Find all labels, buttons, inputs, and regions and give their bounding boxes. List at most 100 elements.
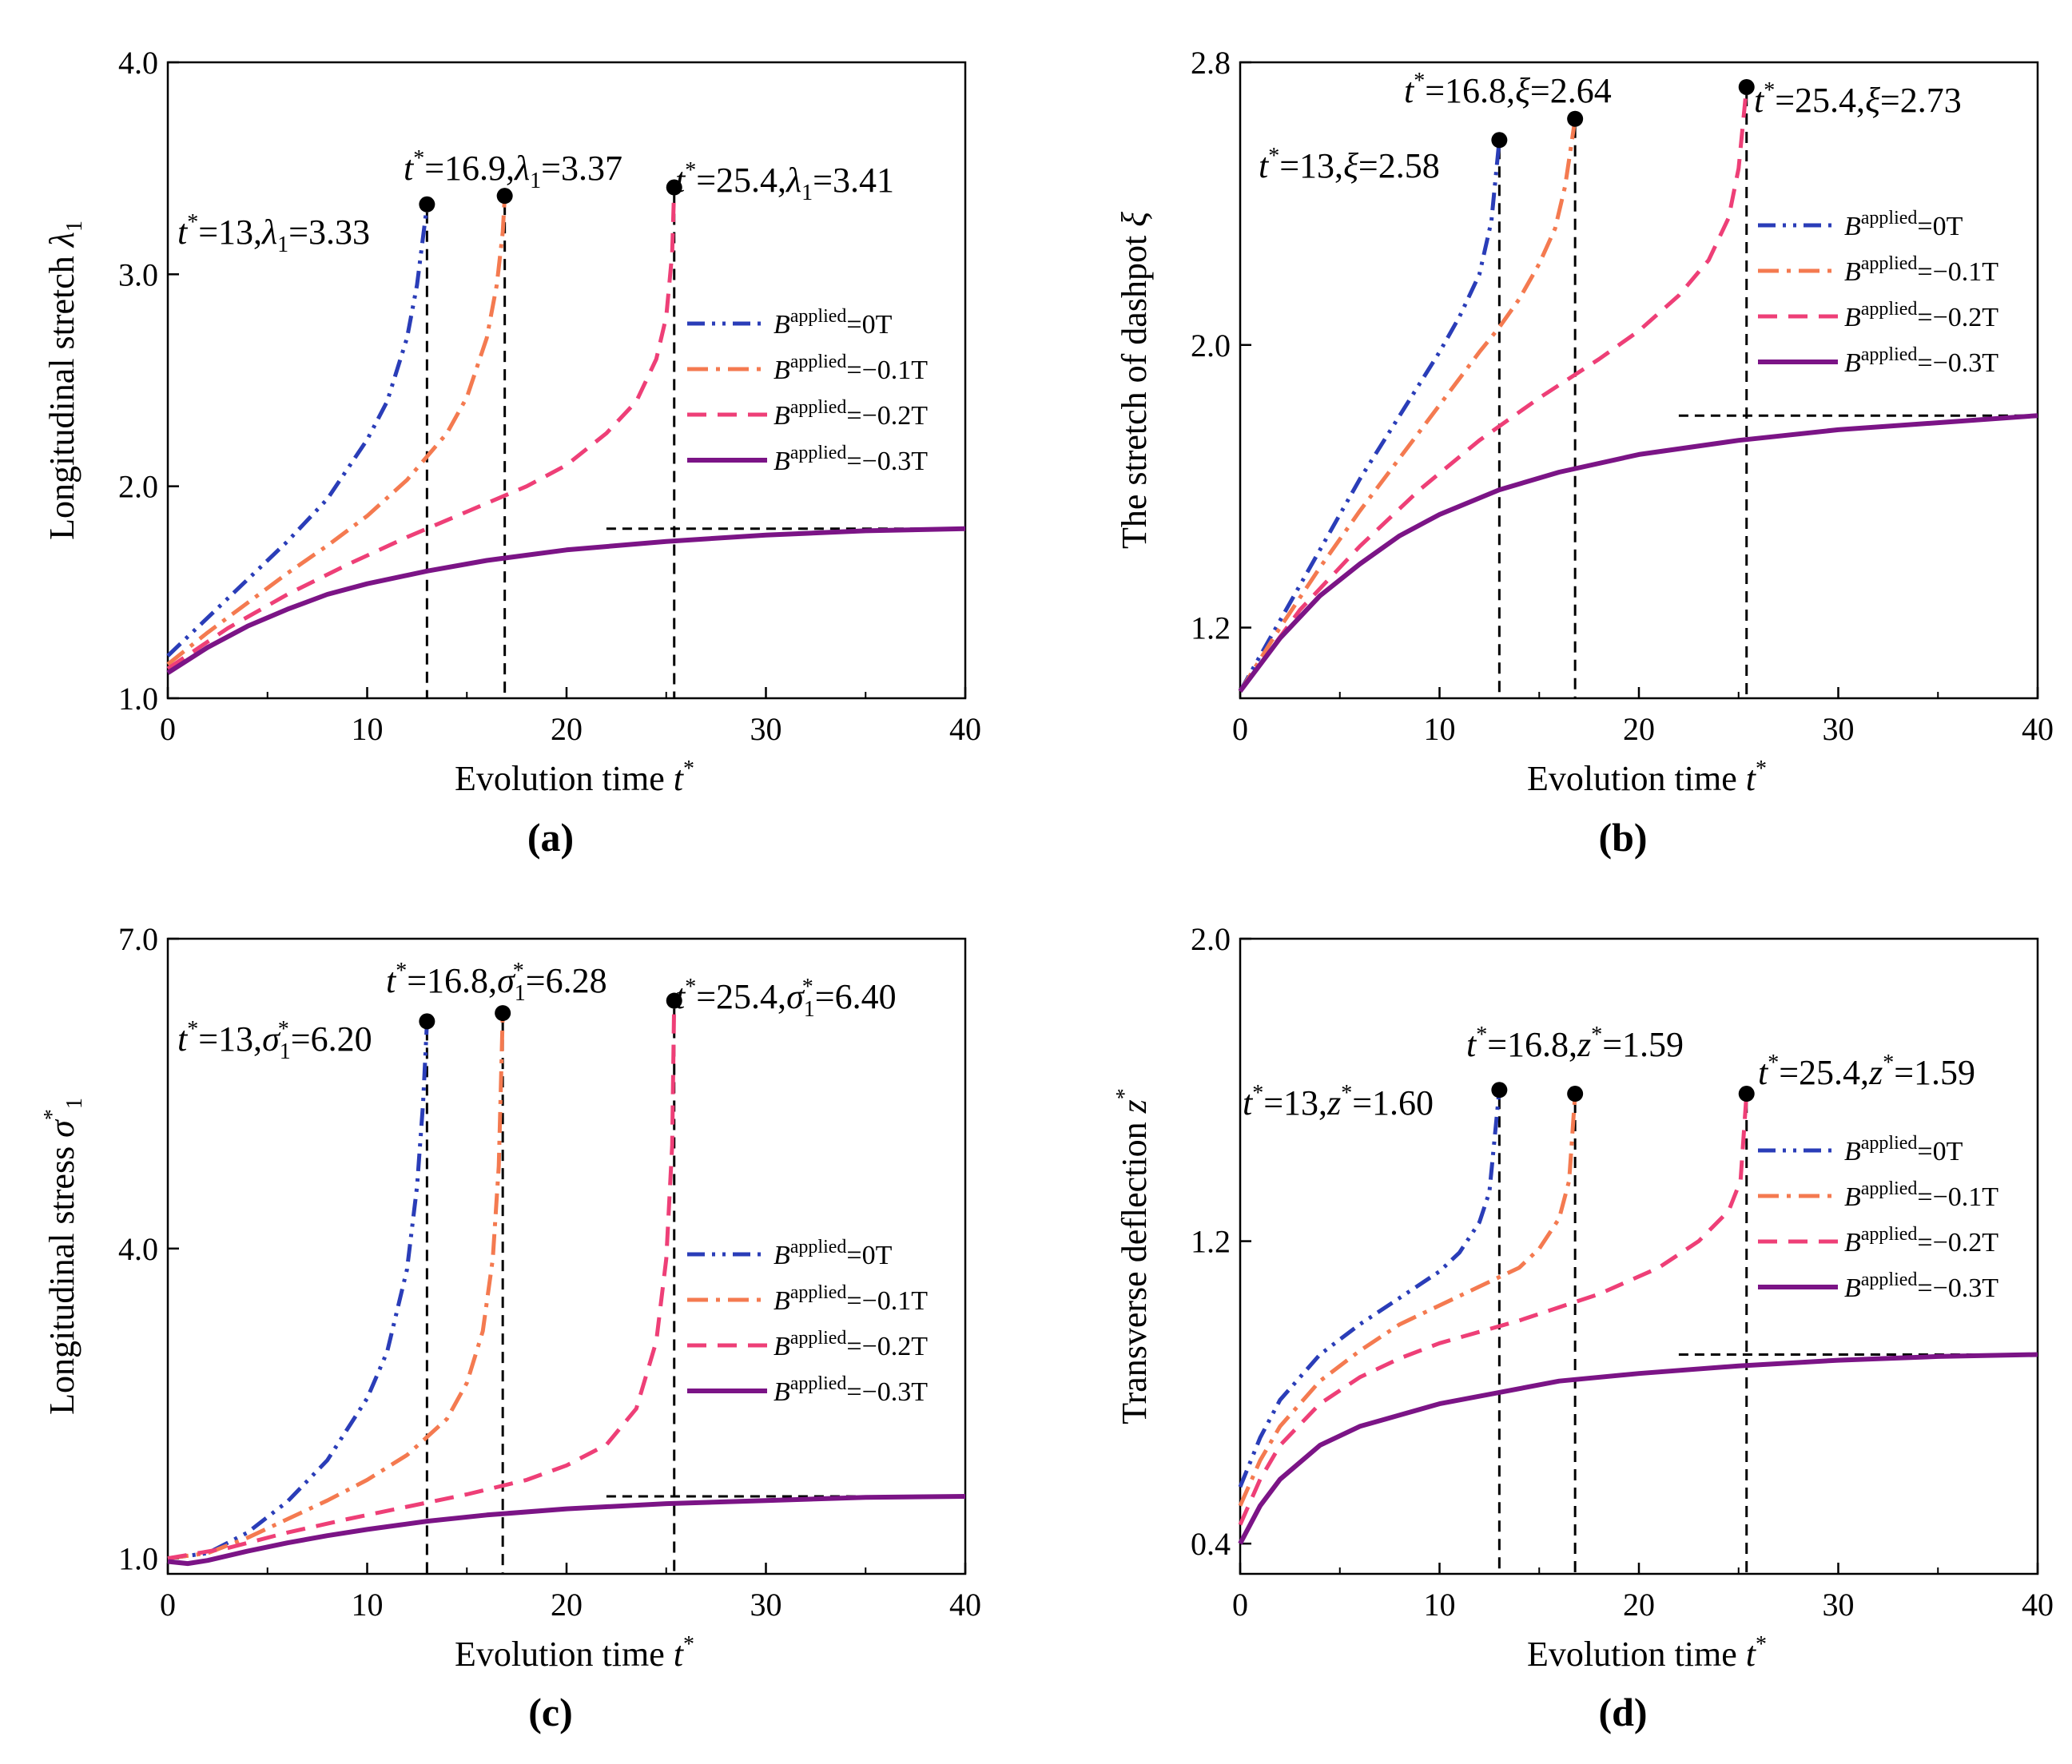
series-line-minus-0.3T — [1238, 1352, 2038, 1545]
y-tick-label: 2.0 — [1191, 921, 1231, 957]
series-line-0T — [167, 1021, 429, 1561]
legend-entry: Bapplied=−0.3T — [774, 443, 928, 476]
x-tick-label: 30 — [750, 1587, 782, 1623]
y-tick-label: 2.0 — [1191, 328, 1231, 364]
failure-point-marker — [1491, 132, 1508, 149]
legend-entry: Bapplied=0T — [774, 1237, 893, 1270]
failure-point-marker — [666, 992, 682, 1009]
x-axis-label: Evolution time t* — [1527, 1632, 1767, 1674]
y-tick-label: 4.0 — [118, 1231, 158, 1267]
series-line-minus-0.2T — [167, 1000, 677, 1561]
failure-point-annotation: t*=25.4,λ1=3.41 — [675, 158, 894, 205]
panel-label: (a) — [527, 815, 574, 860]
legend-entry: Bapplied=−0.1T — [774, 1282, 928, 1316]
x-tick-label: 20 — [551, 711, 583, 747]
series-line-minus-0.1T — [1238, 1093, 1577, 1507]
failure-point-annotation: t*=13,λ1=3.33 — [177, 210, 370, 257]
failure-point-marker — [496, 188, 513, 205]
x-axis-label: Evolution time t* — [455, 757, 694, 798]
y-tick-label: 7.0 — [118, 921, 158, 957]
x-tick-label: 0 — [1232, 711, 1248, 747]
legend-entry: Bapplied=−0.2T — [1844, 299, 1998, 332]
series-line-minus-0.2T — [1238, 1093, 1749, 1526]
x-axis-label: Evolution time t* — [1527, 757, 1767, 798]
x-tick-label: 10 — [352, 1587, 384, 1623]
series-line-minus-0.1T — [167, 1013, 505, 1561]
x-tick-label: 40 — [2022, 711, 2054, 747]
y-tick-label: 2.0 — [118, 469, 158, 505]
panel-b: 0 10 20 30 40 1.2 2.0 2.8 Evolution time t* The s… — [1115, 45, 2054, 860]
panel-d: 0 10 20 30 40 0.4 1.2 2.0 Evolution time t* Trans… — [1112, 921, 2054, 1734]
failure-point-marker — [419, 196, 435, 213]
x-tick-label: 30 — [1823, 1587, 1855, 1623]
failure-point-annotation: t*=16.9,λ1=3.37 — [404, 146, 622, 193]
series-line-minus-0.2T — [1238, 86, 1749, 693]
legend-entry: Bapplied=−0.3T — [774, 1373, 928, 1407]
series-line-minus-0.2T — [166, 187, 677, 670]
legend-entry: Bapplied=−0.3T — [1844, 344, 1998, 378]
series-line-minus-0.1T — [1238, 118, 1577, 693]
y-tick-label: 2.8 — [1191, 45, 1231, 81]
panel-label: (c) — [528, 1690, 573, 1734]
y-tick-label: 3.0 — [118, 256, 158, 292]
y-tick-label: 1.2 — [1191, 1224, 1231, 1260]
failure-point-marker — [1738, 78, 1755, 95]
x-tick-label: 40 — [2022, 1587, 2054, 1623]
x-tick-label: 0 — [160, 1587, 176, 1623]
failure-point-annotation: t*=16.8,σ* 1=6.28 — [386, 959, 607, 1006]
series-line-minus-0.3T — [166, 526, 966, 675]
x-axis-label: Evolution time t* — [455, 1632, 694, 1674]
series-line-0T — [1238, 140, 1501, 693]
series-line-0T — [1238, 1090, 1501, 1488]
failure-point-annotation: t*=13,ξ=2.58 — [1259, 144, 1440, 185]
x-tick-label: 40 — [949, 1587, 981, 1623]
legend-entry: Bapplied=−0.2T — [774, 397, 928, 431]
panel-c: 0 10 20 30 40 1.0 4.0 7.0 Evolution time t* Longi… — [40, 921, 981, 1734]
legend-entry: Bapplied=−0.2T — [1844, 1224, 1998, 1257]
failure-point-annotation: t*=13,z*=1.60 — [1243, 1081, 1434, 1122]
y-tick-label: 1.2 — [1191, 610, 1231, 646]
legend-entry: Bapplied=−0.3T — [1844, 1269, 1998, 1303]
x-tick-label: 30 — [750, 711, 782, 747]
failure-point-marker — [495, 1005, 511, 1022]
panel-label: (d) — [1598, 1690, 1647, 1734]
legend-entry: Bapplied=0T — [774, 306, 893, 340]
panel-label: (b) — [1598, 815, 1647, 860]
failure-point-marker — [1567, 110, 1584, 127]
x-tick-label: 20 — [1623, 711, 1655, 747]
y-axis-label: Longitudinal stretch λ1 — [42, 220, 87, 540]
legend-entry: Bapplied=−0.2T — [774, 1328, 928, 1361]
failure-point-marker — [1738, 1086, 1755, 1102]
y-tick-label: 1.0 — [118, 1541, 158, 1577]
legend-entry: Bapplied=−0.1T — [1844, 1178, 1998, 1212]
failure-point-annotation: t*=25.4,σ* 1=6.40 — [675, 975, 897, 1022]
x-tick-label: 10 — [1424, 1587, 1456, 1623]
legend-entry: Bapplied=−0.1T — [1844, 253, 1998, 287]
failure-point-marker — [666, 179, 682, 196]
failure-point-annotation: t*=25.4,z*=1.59 — [1758, 1051, 1975, 1092]
y-tick-label: 1.0 — [118, 681, 158, 717]
y-axis-label: Transverse deflection z* — [1112, 1088, 1154, 1424]
failure-point-marker — [1491, 1082, 1508, 1099]
failure-point-annotation: t*=13,σ* 1=6.20 — [177, 1017, 372, 1064]
legend-entry: Bapplied=0T — [1844, 1133, 1963, 1166]
legend-entry: Bapplied=−0.1T — [774, 352, 928, 385]
x-tick-label: 0 — [1232, 1587, 1248, 1623]
x-tick-label: 30 — [1823, 711, 1855, 747]
panel-a: 0 10 20 30 40 1.0 2.0 3.0 4.0 Evolution time t* Lo… — [42, 45, 981, 860]
x-tick-label: 10 — [1424, 711, 1456, 747]
series-line-0T — [166, 204, 429, 658]
x-tick-label: 10 — [352, 711, 384, 747]
failure-point-annotation: t*=25.4,ξ=2.73 — [1754, 78, 1962, 120]
failure-point-marker — [1567, 1086, 1584, 1102]
series-line-minus-0.3T — [167, 1494, 966, 1567]
failure-point-annotation: t*=16.8,z*=1.59 — [1466, 1023, 1684, 1064]
series-line-minus-0.1T — [166, 196, 507, 666]
failure-point-marker — [419, 1013, 435, 1030]
y-axis-label: Longitudinal stress σ*1 — [40, 1098, 87, 1415]
failure-point-annotation: t*=16.8,ξ=2.64 — [1404, 69, 1612, 110]
y-tick-label: 4.0 — [118, 45, 158, 81]
x-tick-label: 40 — [949, 711, 981, 747]
y-axis-label: The stretch of dashpot ξ — [1115, 212, 1154, 549]
